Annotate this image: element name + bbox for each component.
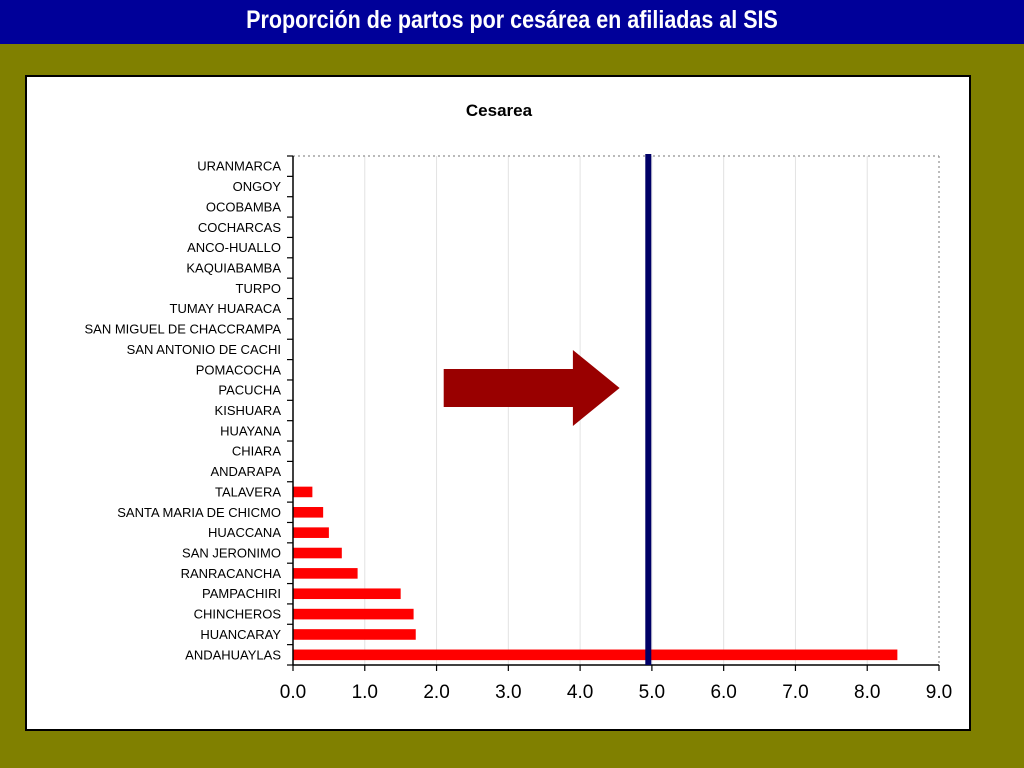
x-tick-label: 7.0: [782, 682, 808, 703]
x-tick-label: 6.0: [710, 682, 736, 703]
bar-layer: [293, 486, 898, 661]
chart-title: Cesarea: [466, 101, 533, 120]
x-tick-label: 9.0: [926, 682, 952, 703]
category-label: TUMAY HUARACA: [170, 301, 282, 316]
x-tick-label: 4.0: [567, 682, 593, 703]
category-label: ANCO-HUALLO: [187, 240, 281, 255]
category-label: RANRACANCHA: [181, 566, 282, 581]
bar: [293, 547, 342, 559]
axis-layer: [287, 155, 940, 671]
category-label: SANTA MARIA DE CHICMO: [117, 505, 281, 520]
cesarea-bar-chart: Cesarea URANMARCA ONGOY OCOBAMBA COCHARCAS A…: [85, 101, 953, 703]
right-arrow-icon: [443, 350, 620, 426]
category-label: OCOBAMBA: [206, 199, 281, 214]
category-label: CHINCHEROS: [194, 607, 282, 622]
bar: [293, 507, 324, 518]
annotation-layer: [443, 350, 620, 426]
category-label: HUAYANA: [220, 423, 281, 438]
category-label: URANMARCA: [197, 159, 281, 174]
category-label: ANDARAPA: [210, 464, 281, 479]
category-label: CHIARA: [232, 444, 281, 459]
category-label: ONGOY: [233, 179, 282, 194]
bar: [293, 608, 414, 620]
category-label: PACUCHA: [218, 383, 281, 398]
category-label: PAMPACHIRI: [202, 586, 281, 601]
category-label: KISHUARA: [215, 403, 282, 418]
category-label: COCHARCAS: [198, 220, 281, 235]
bar: [293, 568, 358, 579]
x-tick-label: 1.0: [352, 682, 378, 703]
x-tick-labels: 0.0 1.0 2.0 3.0 4.0 5.0 6.0 7.0 8.0 9.0: [280, 682, 952, 703]
x-tick-label: 3.0: [495, 682, 521, 703]
title-bar: Proporción de partos por cesárea en afil…: [0, 0, 1024, 44]
category-label: SAN ANTONIO DE CACHI: [127, 342, 281, 357]
bar: [293, 649, 898, 661]
category-label: TALAVERA: [215, 484, 281, 499]
category-label: HUACCANA: [208, 525, 281, 540]
slide-title: Proporción de partos por cesárea en afil…: [246, 6, 778, 34]
category-label: TURPO: [236, 281, 282, 296]
category-labels: URANMARCA ONGOY OCOBAMBA COCHARCAS ANCO-HUAL…: [85, 159, 282, 663]
category-label: HUANCARAY: [200, 627, 281, 642]
bar: [293, 486, 313, 498]
x-tick-label: 5.0: [639, 682, 665, 703]
x-tick-label: 0.0: [280, 682, 306, 703]
category-label: ANDAHUAYLAS: [185, 647, 281, 662]
category-label: POMACOCHA: [196, 362, 282, 377]
category-label: KAQUIABAMBA: [186, 260, 281, 275]
x-tick-label: 8.0: [854, 682, 880, 703]
x-tick-label: 2.0: [423, 682, 449, 703]
grid-layer: [293, 155, 940, 665]
category-label: SAN JERONIMO: [182, 546, 281, 561]
bar: [293, 588, 401, 600]
bar: [293, 527, 329, 538]
bar: [293, 629, 416, 640]
category-label: SAN MIGUEL DE CHACCRAMPA: [85, 322, 282, 337]
chart-panel: Cesarea URANMARCA ONGOY OCOBAMBA COCHARCAS A…: [25, 75, 971, 731]
